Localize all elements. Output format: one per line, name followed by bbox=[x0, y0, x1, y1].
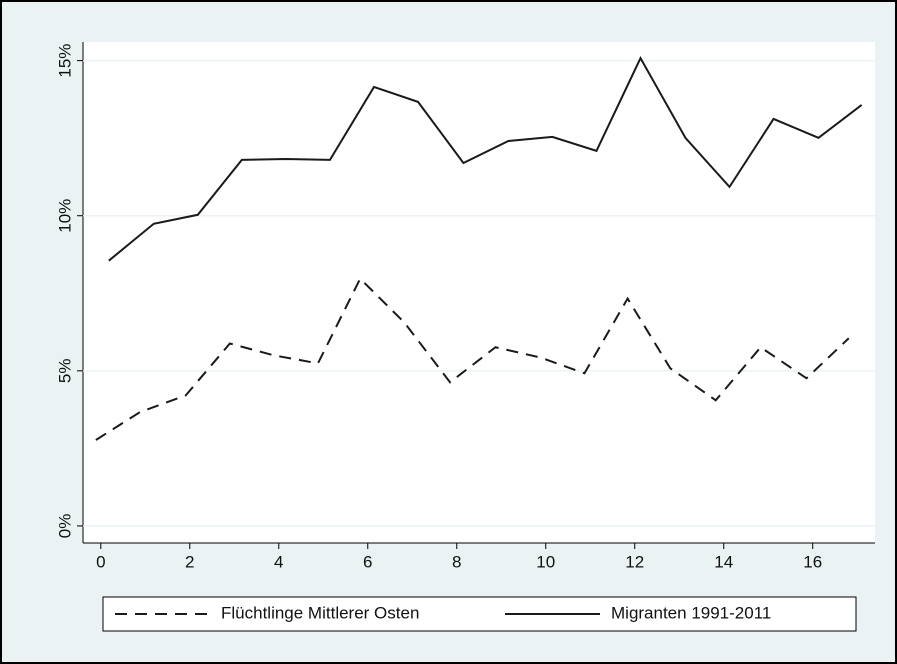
y-tick-label: 10% bbox=[55, 199, 74, 233]
series-line bbox=[108, 55, 863, 262]
x-tick-label: 12 bbox=[625, 552, 644, 571]
x-tick-label: 6 bbox=[363, 552, 372, 571]
series-line bbox=[95, 277, 850, 441]
x-tick-label: 16 bbox=[803, 552, 822, 571]
x-tick-label: 0 bbox=[96, 552, 105, 571]
legend-label: Flüchtlinge Mittlerer Osten bbox=[221, 603, 419, 622]
legend-box bbox=[102, 596, 857, 632]
plot-area bbox=[83, 42, 875, 543]
x-tick-label: 4 bbox=[274, 552, 283, 571]
x-tick-label: 2 bbox=[185, 552, 194, 571]
y-tick-label: 5% bbox=[55, 359, 74, 384]
x-tick-label: 14 bbox=[714, 552, 733, 571]
x-tick-label: 10 bbox=[536, 552, 555, 571]
x-tick-label: 8 bbox=[452, 552, 461, 571]
y-tick-label: 15% bbox=[55, 44, 74, 78]
y-tick-label: 0% bbox=[55, 514, 74, 539]
legend-label: Migranten 1991-2011 bbox=[611, 603, 771, 622]
